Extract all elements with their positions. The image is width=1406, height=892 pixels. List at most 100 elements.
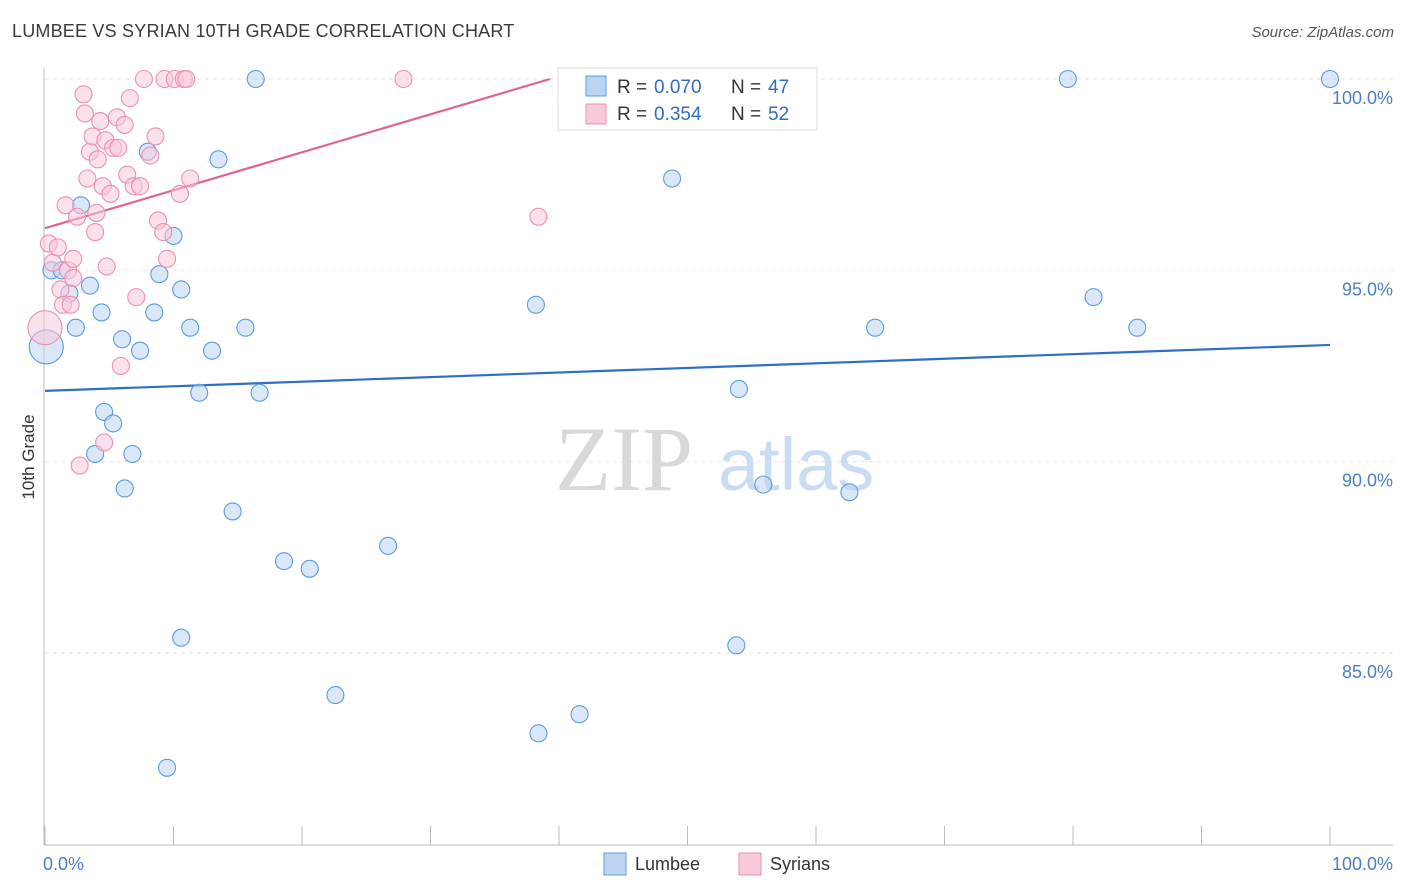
point-lumbee (172, 628, 191, 647)
point-lumbee (190, 383, 209, 402)
point-syrians (27, 310, 63, 346)
point-lumbee (326, 686, 345, 705)
point-lumbee (840, 483, 859, 502)
point-lumbee (727, 636, 746, 655)
stats-r-label-syrians: R = (617, 104, 647, 125)
point-lumbee (145, 303, 164, 322)
gridlines (45, 78, 1393, 654)
point-syrians (48, 238, 67, 257)
stats-n-value-lumbee: 47 (768, 77, 789, 98)
point-lumbee (1320, 69, 1340, 89)
point-syrians (177, 69, 196, 89)
point-lumbee (203, 341, 222, 360)
point-lumbee (104, 414, 123, 433)
point-lumbee (223, 502, 242, 521)
series-legend: Lumbee Syrians (603, 852, 830, 876)
point-syrians (86, 223, 105, 242)
point-syrians (95, 433, 114, 452)
y-tick-labels: 85.0% 90.0% 95.0% 100.0% (1332, 88, 1393, 682)
point-lumbee (181, 318, 200, 337)
x-tick-label-left: 0.0% (43, 854, 84, 874)
chart-title: LUMBEE VS SYRIAN 10TH GRADE CORRELATION … (12, 21, 515, 41)
legend-label-lumbee: Lumbee (635, 854, 700, 874)
point-syrians (529, 207, 548, 226)
axes (43, 68, 1393, 846)
point-syrians (101, 184, 120, 203)
point-lumbee (92, 303, 111, 322)
point-syrians (74, 85, 93, 104)
point-syrians (75, 104, 94, 123)
stats-n-label-lumbee: N = (731, 77, 761, 98)
point-syrians (154, 223, 173, 242)
stats-swatch-syrians (585, 103, 607, 125)
point-syrians (64, 249, 83, 268)
legend-label-syrians: Syrians (770, 854, 830, 874)
point-lumbee (131, 341, 150, 360)
point-lumbee (379, 536, 398, 555)
point-lumbee (80, 276, 100, 295)
point-syrians (394, 69, 413, 89)
point-syrians (141, 146, 160, 165)
point-syrians (61, 295, 80, 314)
point-syrians (97, 257, 116, 276)
point-lumbee (209, 150, 228, 169)
point-lumbee (754, 475, 773, 494)
point-lumbee (115, 479, 134, 498)
point-syrians (120, 89, 139, 108)
point-lumbee (1128, 318, 1147, 337)
point-syrians (43, 253, 62, 272)
point-syrians (146, 127, 165, 146)
trend-line-lumbee (44, 343, 1331, 392)
watermark: ZIP atlas (555, 408, 874, 510)
point-syrians (131, 177, 150, 196)
point-syrians (56, 196, 75, 215)
y-axis-label: 10th Grade (19, 414, 38, 499)
point-lumbee (570, 705, 589, 724)
point-lumbee (300, 559, 319, 578)
watermark-zip: ZIP (555, 408, 693, 510)
legend-swatch-lumbee (603, 852, 627, 876)
point-syrians (111, 356, 130, 376)
point-lumbee (1058, 69, 1077, 89)
point-syrians (87, 203, 106, 222)
point-lumbee (123, 444, 142, 464)
y-tick-label: 95.0% (1342, 279, 1393, 299)
trend-lines (44, 77, 1331, 392)
stats-n-label-syrians: N = (731, 104, 761, 125)
stats-r-value-lumbee: 0.070 (654, 77, 702, 98)
point-lumbee (172, 280, 191, 299)
point-lumbee (274, 552, 294, 571)
point-syrians (88, 150, 107, 169)
point-lumbee (250, 383, 269, 402)
legend-swatch-syrians (738, 852, 762, 876)
point-lumbee (866, 318, 885, 337)
point-syrians (134, 69, 153, 89)
point-lumbee (113, 330, 132, 349)
stats-legend: R = 0.070 N = 47 R = 0.354 N = 52 (557, 67, 818, 131)
stats-n-value-syrians: 52 (768, 104, 789, 125)
stats-r-value-syrians: 0.354 (654, 104, 702, 125)
stats-r-label-lumbee: R = (617, 77, 647, 98)
stats-swatch-lumbee (585, 75, 607, 97)
point-lumbee (66, 318, 85, 337)
point-syrians (91, 112, 110, 131)
point-syrians (170, 184, 189, 203)
point-syrians (109, 138, 128, 157)
point-lumbee (1084, 288, 1103, 307)
y-tick-label: 90.0% (1342, 471, 1393, 491)
point-syrians (78, 169, 97, 188)
point-syrians (158, 249, 177, 268)
point-syrians (181, 169, 200, 188)
point-lumbee (158, 758, 177, 777)
y-tick-label: 85.0% (1342, 662, 1393, 682)
point-syrians (64, 268, 83, 288)
point-lumbee (529, 724, 548, 743)
point-lumbee (663, 169, 682, 188)
point-syrians (70, 456, 89, 475)
y-tick-label: 100.0% (1332, 88, 1393, 108)
point-lumbee (526, 295, 545, 314)
point-lumbee (236, 318, 255, 337)
point-syrians (127, 288, 146, 307)
source-credit: Source: ZipAtlas.com (1251, 24, 1394, 41)
